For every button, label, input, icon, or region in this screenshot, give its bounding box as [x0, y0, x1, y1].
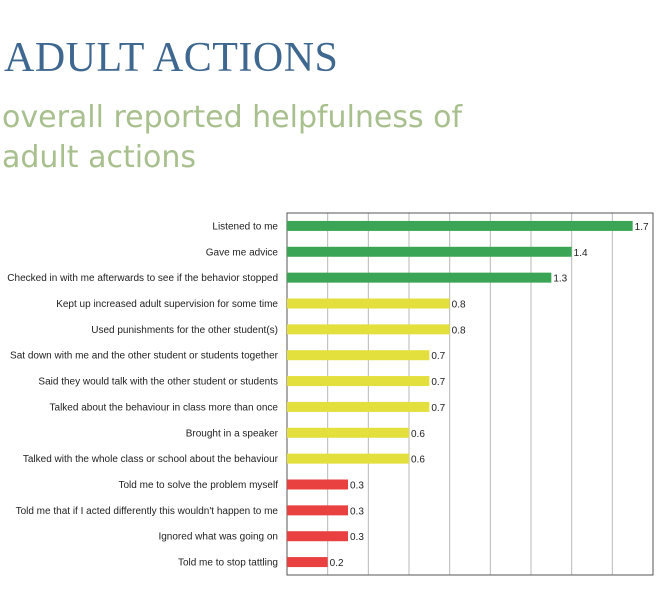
category-label: Talked about the behaviour in class more…	[50, 402, 279, 413]
data-label: 0.7	[431, 351, 445, 362]
data-label: 0.3	[350, 532, 364, 543]
bar	[287, 505, 348, 516]
page-subtitle: overall reported helpfulness of adult ac…	[2, 100, 463, 175]
bar	[287, 272, 552, 283]
category-label: Listened to me	[212, 221, 278, 232]
data-label: 1.7	[635, 222, 649, 233]
category-label: Told me that if I acted differently this…	[16, 506, 279, 517]
bar	[287, 324, 450, 335]
data-label: 0.7	[431, 377, 445, 388]
bar	[287, 298, 450, 309]
category-label: Ignored what was going on	[158, 532, 278, 543]
data-label: 0.6	[411, 429, 425, 440]
data-label: 0.8	[452, 300, 466, 311]
bar	[287, 246, 572, 257]
category-label: Brought in a speaker	[186, 428, 279, 439]
data-label: 1.3	[553, 274, 567, 285]
bar	[287, 557, 328, 568]
data-label: 0.3	[350, 481, 364, 492]
data-label: 1.4	[574, 248, 588, 259]
bar	[287, 376, 430, 387]
data-label: 0.8	[452, 325, 466, 336]
data-label: 0.7	[431, 403, 445, 414]
bar	[287, 453, 409, 464]
data-label: 0.6	[411, 455, 425, 466]
plot-area-border	[286, 212, 654, 576]
bar	[287, 220, 633, 231]
category-label: Checked in with me afterwards to see if …	[7, 273, 278, 284]
bar	[287, 401, 430, 412]
bar	[287, 531, 348, 542]
data-label: 0.3	[350, 506, 364, 517]
category-label: Gave me advice	[206, 247, 279, 258]
category-label: Told me to solve the problem myself	[118, 480, 278, 491]
category-label: Told me to stop tattling	[178, 558, 278, 569]
bar	[287, 350, 430, 361]
category-label: Talked with the whole class or school ab…	[23, 454, 279, 465]
category-label: Kept up increased adult supervision for …	[56, 299, 278, 310]
bar	[287, 427, 409, 438]
category-label: Said they would talk with the other stud…	[38, 377, 278, 388]
category-label: Sat down with me and the other student o…	[10, 351, 279, 362]
bar	[287, 479, 348, 490]
category-label: Used punishments for the other student(s…	[91, 325, 278, 336]
page-title: ADULT ACTIONS	[4, 35, 339, 81]
data-label: 0.2	[330, 558, 344, 569]
